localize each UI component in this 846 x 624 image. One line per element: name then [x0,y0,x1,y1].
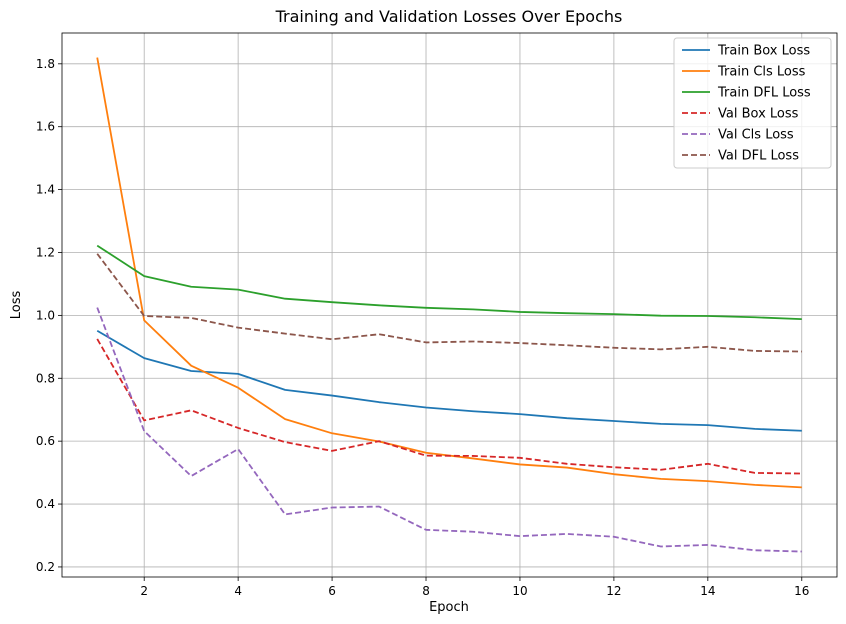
x-tick-label: 12 [606,584,621,598]
legend-label: Val Box Loss [718,107,799,122]
x-tick-label: 14 [700,584,715,598]
y-tick-label: 0.6 [36,434,55,448]
series-line-train-box-loss [96,330,802,432]
x-tick-label: 8 [422,584,430,598]
y-tick-label: 1.0 [36,308,55,322]
legend-label: Val Cls Loss [718,128,794,143]
legend: Train Box Loss Train Cls Loss Train DFL Lo… [673,37,832,169]
y-axis-label: Loss [9,291,24,320]
legend-label: Train Box Loss [717,44,810,59]
y-tick-label: 0.2 [36,560,55,574]
x-tick-label: 10 [512,584,527,598]
series-line-val-cls-loss [96,307,802,553]
x-axis-label: Epoch [429,600,469,615]
series-line-val-box-loss [96,338,802,475]
x-tick-label: 6 [328,584,336,598]
legend-label: Train Cls Loss [717,65,806,80]
legend-box [673,37,832,169]
chart-title: Training and Validation Losses Over Epoc… [275,7,623,26]
y-tick-label: 1.8 [36,57,55,71]
x-tick-label: 2 [140,584,148,598]
series-layer [96,57,802,553]
ticks: 2 4 6 8 10 12 14 16 0.2 0.4 0.6 0.8 1.0 1.2 1.4 1.6 1.8 [36,57,810,598]
series-line-train-dfl-loss [96,244,802,321]
y-tick-label: 1.4 [36,183,55,197]
legend-label: Val DFL Loss [718,149,799,164]
plot-frame [61,32,838,578]
y-tick-label: 1.6 [36,120,55,134]
y-tick-label: 1.2 [36,245,55,259]
x-tick-label: 4 [234,584,242,598]
y-tick-label: 0.8 [36,371,55,385]
y-tick-label: 0.4 [36,497,55,511]
series-line-val-dfl-loss [96,253,802,353]
legend-label: Train DFL Loss [717,86,811,101]
x-tick-label: 16 [794,584,809,598]
